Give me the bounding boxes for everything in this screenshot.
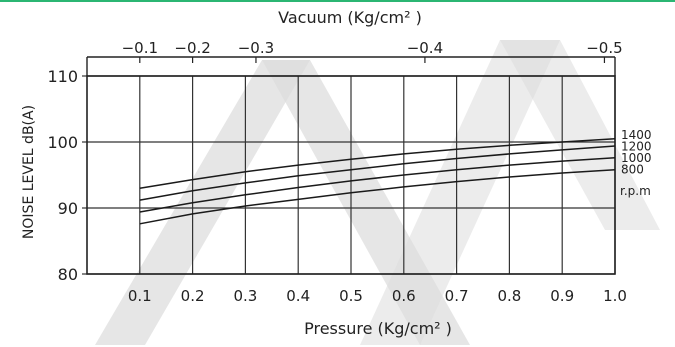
top-accent-strip — [0, 0, 675, 2]
top-tick-label: −0.2 — [174, 39, 210, 57]
x-tick-label: 0.3 — [233, 287, 257, 305]
y-tick-label: 80 — [58, 265, 78, 284]
series-label-1000: 1000 — [621, 151, 652, 165]
x-tick-label: 0.9 — [550, 287, 574, 305]
series-lines — [139, 137, 616, 225]
rpm-unit-label: r.p.m — [620, 184, 651, 198]
chart-text: Vacuum (Kg/cm² ) Pressure (Kg/cm² ) NOIS… — [21, 8, 652, 338]
series-line-1200 — [139, 145, 616, 201]
x-axis-title: Pressure (Kg/cm² ) — [304, 319, 452, 338]
top-tick-label: −0.3 — [238, 39, 274, 57]
x-tick-label: 0.4 — [286, 287, 310, 305]
top-axis-title: Vacuum (Kg/cm² ) — [278, 8, 422, 27]
y-tick-label: 90 — [58, 199, 78, 218]
x-tick-label: 0.8 — [497, 287, 521, 305]
series-line-800 — [139, 168, 616, 225]
series-line-1000 — [139, 157, 616, 213]
x-tick-label: 0.6 — [392, 287, 416, 305]
y-tick-label: 110 — [47, 67, 78, 86]
top-tick-label: −0.4 — [407, 39, 443, 57]
top-tick-label: −0.5 — [586, 39, 622, 57]
axes — [82, 56, 616, 275]
x-tick-label: 0.2 — [181, 287, 205, 305]
y-axis-title: NOISE LEVEL dB(A) — [21, 105, 37, 239]
y-tick-label: 100 — [47, 133, 78, 152]
x-tick-label: 0.5 — [339, 287, 363, 305]
series-label-1400: 1400 — [621, 128, 652, 142]
series-label-1200: 1200 — [621, 140, 652, 154]
x-tick-label: 0.1 — [128, 287, 152, 305]
x-tick-label: 0.7 — [445, 287, 469, 305]
series-line-1400 — [139, 137, 616, 189]
top-tick-label: −0.1 — [122, 39, 158, 57]
plot-frame — [86, 75, 616, 275]
x-tick-label: 1.0 — [603, 287, 627, 305]
series-label-800: 800 — [621, 163, 644, 177]
